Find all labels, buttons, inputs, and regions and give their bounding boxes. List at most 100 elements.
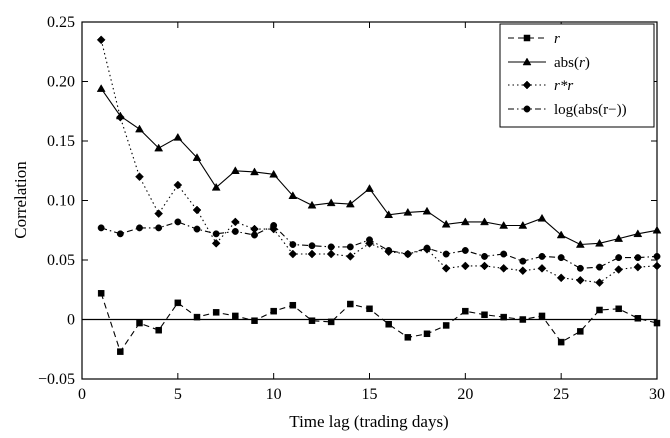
data-point-circle — [576, 264, 584, 272]
data-point-triangle — [384, 210, 394, 219]
y-tick-label: 0.20 — [47, 74, 75, 91]
data-point-circle — [442, 250, 450, 258]
data-point-circle — [231, 227, 239, 235]
legend-label-r-times-r: r*r — [554, 78, 573, 94]
data-point-square — [232, 312, 239, 320]
data-point-circle — [500, 250, 508, 258]
data-point-diamond — [518, 266, 528, 276]
data-point-square — [423, 330, 431, 338]
data-point-diamond — [460, 261, 470, 271]
series-line-diamond — [100, 39, 658, 284]
data-point-circle — [251, 231, 258, 239]
legend: r abs(r) r*r log(abs(r−)) — [499, 23, 655, 128]
data-point-square — [136, 319, 143, 327]
data-point-diamond — [326, 249, 336, 259]
data-point-diamond — [307, 249, 317, 259]
data-point-triangle — [154, 143, 164, 152]
data-point-circle — [270, 222, 278, 229]
x-tick-label: 20 — [457, 386, 473, 403]
legend-rr-b: r — [567, 78, 573, 94]
data-point-diamond — [192, 205, 202, 215]
data-point-square — [212, 309, 220, 316]
data-point-triangle — [365, 184, 374, 192]
legend-samples — [508, 34, 546, 113]
data-point-diamond — [575, 275, 585, 285]
data-point-square — [615, 305, 622, 313]
data-point-diamond — [154, 209, 164, 218]
data-point-circle — [385, 247, 393, 254]
data-point-diamond — [211, 238, 221, 248]
x-tick-label: 10 — [266, 386, 282, 403]
legend-abs-r: r — [579, 55, 585, 71]
data-point-triangle — [652, 225, 662, 234]
data-point-triangle — [518, 220, 528, 229]
legend-rr-a: r — [554, 78, 560, 94]
data-point-triangle — [135, 124, 144, 133]
y-tick-label: −0.05 — [38, 371, 75, 388]
data-point-square — [270, 307, 277, 315]
data-point-diamond — [595, 278, 604, 287]
data-point-triangle — [288, 191, 298, 199]
data-point-square — [327, 318, 335, 326]
data-point-square — [404, 334, 412, 341]
data-point-square — [97, 290, 105, 297]
x-axis-title: Time lag (trading days) — [289, 412, 448, 431]
data-point-triangle — [96, 84, 106, 92]
data-point-diamond — [652, 261, 662, 271]
data-point-square — [442, 322, 450, 329]
data-point-square — [462, 307, 469, 315]
data-point-circle — [461, 247, 469, 254]
data-point-square — [577, 328, 584, 335]
data-point-triangle — [595, 238, 604, 247]
data-point-circle — [653, 252, 661, 260]
data-point-triangle — [250, 167, 259, 176]
data-point-circle — [538, 252, 546, 260]
data-point-square — [481, 311, 488, 318]
data-point-circle — [557, 254, 565, 262]
series-line-circle — [101, 221, 658, 269]
data-point-circle — [97, 224, 105, 232]
data-point-triangle — [614, 234, 624, 242]
series-line-square — [100, 293, 658, 353]
data-point-triangle — [460, 217, 470, 226]
x-tick-label: 5 — [174, 386, 182, 403]
data-point-diamond — [633, 262, 643, 272]
data-point-triangle — [173, 132, 183, 141]
data-point-square — [500, 313, 507, 321]
data-point-circle — [212, 230, 220, 238]
y-tick-label: 0.05 — [47, 252, 75, 269]
data-point-circle — [596, 263, 603, 271]
data-point-circle — [481, 252, 488, 260]
data-point-triangle — [499, 220, 509, 229]
legend-marker-diamond — [522, 80, 532, 90]
y-tick-label: 0.10 — [47, 193, 75, 210]
data-point-triangle — [575, 240, 585, 248]
legend-label-log-abs: log(abs(r−)) — [554, 102, 627, 118]
data-point-circle — [346, 243, 354, 251]
data-point-circle — [404, 250, 412, 258]
data-point-diamond — [480, 261, 489, 271]
data-point-diamond — [441, 263, 451, 273]
data-point-triangle — [326, 198, 336, 207]
legend-label-abs-r: abs(r) — [554, 55, 590, 71]
data-point-square — [653, 319, 661, 327]
y-tick-label: 0.25 — [47, 14, 75, 31]
series-markers — [96, 35, 662, 355]
data-point-diamond — [345, 252, 355, 261]
data-point-diamond — [230, 217, 240, 227]
legend-rr-star: * — [560, 78, 568, 94]
legend-marker-circle — [523, 105, 531, 113]
data-point-diamond — [96, 35, 106, 45]
data-point-square — [538, 312, 546, 320]
data-point-square — [519, 316, 527, 323]
data-point-triangle — [480, 217, 489, 226]
data-point-square — [308, 317, 316, 324]
data-point-diamond — [288, 249, 298, 259]
data-point-triangle — [441, 219, 451, 228]
data-point-circle — [116, 230, 124, 238]
data-point-circle — [193, 225, 201, 233]
data-point-triangle — [633, 229, 643, 238]
data-point-square — [174, 299, 182, 307]
data-point-circle — [615, 254, 623, 262]
